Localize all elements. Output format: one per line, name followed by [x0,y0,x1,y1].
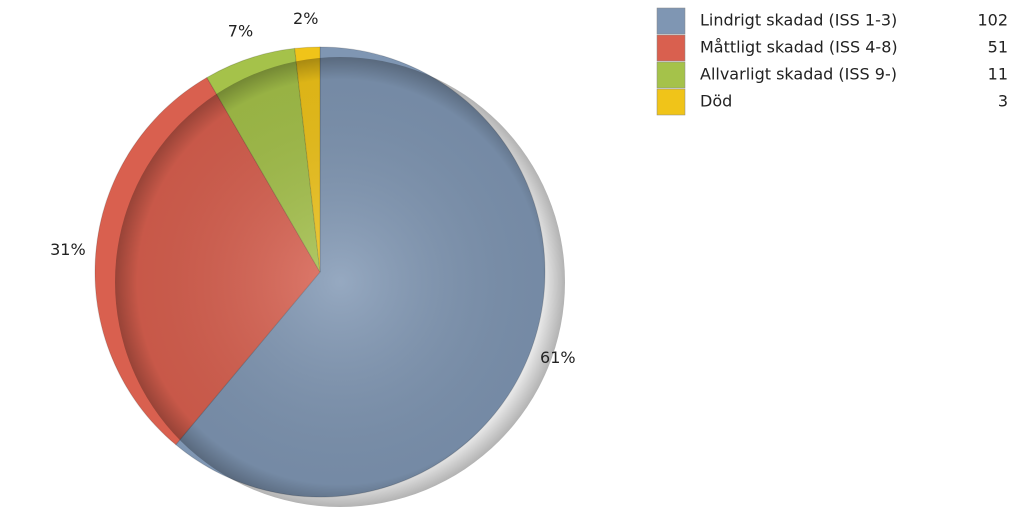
legend: Lindrigt skadad (ISS 1-3) 102 Måttligt ska… [656,7,1008,116]
legend-swatch [656,61,686,89]
legend-value: 11 [988,65,1008,84]
legend-swatch [656,88,686,116]
legend-label: Död [700,92,732,111]
slice-label: 61% [540,348,576,367]
slice-label: 31% [50,240,86,259]
slice-label: 7% [228,21,253,40]
legend-label: Lindrigt skadad (ISS 1-3) [700,11,897,30]
legend-value: 102 [977,11,1008,30]
legend-swatch [656,7,686,35]
legend-value: 3 [998,92,1008,111]
legend-value: 51 [988,38,1008,57]
pie [94,46,546,498]
slice-label: 2% [293,9,318,28]
legend-label: Allvarligt skadad (ISS 9-) [700,65,897,84]
legend-swatch [656,34,686,62]
legend-label: Måttligt skadad (ISS 4-8) [700,38,898,57]
slice-labels: 61% 31% 7% 2% [50,9,575,367]
